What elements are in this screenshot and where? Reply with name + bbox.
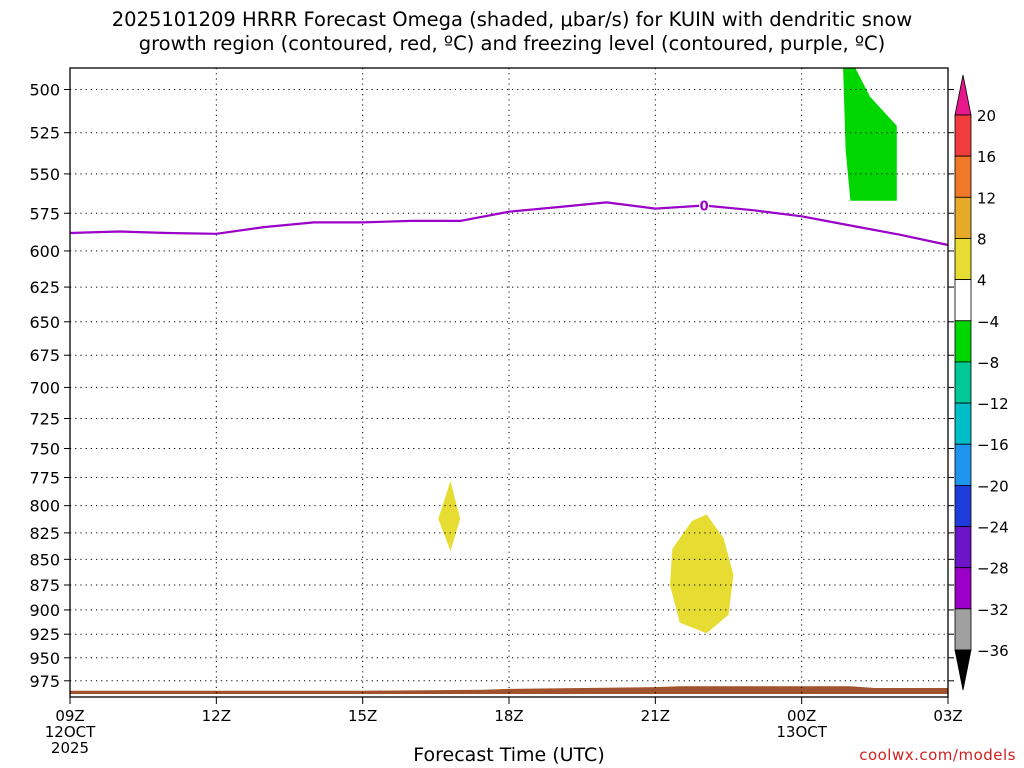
colorbar-label--8: −8: [977, 354, 999, 372]
colorbar-box-0: [954, 114, 972, 157]
colorbar-label--32: −32: [977, 601, 1009, 619]
colorbar-label--4: −4: [977, 313, 999, 331]
colorbar-box-5: [954, 320, 972, 363]
y-tick-label-775: 775: [29, 469, 60, 488]
colorbar-box-7: [954, 402, 972, 445]
freezing-label-bg: [699, 197, 710, 213]
colorbar-label-16: 16: [977, 148, 996, 166]
colorbar-top-tip: [954, 74, 972, 116]
colorbar-label--36: −36: [977, 642, 1009, 660]
y-tick-label-750: 750: [29, 440, 60, 459]
y-tick-label-900: 900: [29, 601, 60, 620]
shaded-region-yellow-2: [670, 514, 734, 634]
colorbar-box-3: [954, 238, 972, 281]
colorbar-box-9: [954, 484, 972, 527]
colorbar-box-11: [954, 567, 972, 610]
y-tick-label-800: 800: [29, 497, 60, 516]
x-tick-date-13OCT: 13OCT: [776, 723, 827, 741]
x-tick-label-09Z: 09Z: [55, 707, 84, 725]
x-tick-label-18Z: 18Z: [494, 707, 523, 725]
terrain-surface: [70, 686, 948, 694]
y-tick-label-850: 850: [29, 550, 60, 569]
colorbar-label--12: −12: [977, 395, 1009, 413]
shaded-region-green-0: [843, 68, 897, 201]
y-tick-label-550: 550: [29, 165, 60, 184]
colorbar-label-12: 12: [977, 189, 996, 207]
colorbar-label-4: 4: [977, 272, 987, 290]
x-tick-date-12OCT: 12OCT: [45, 723, 96, 741]
colorbar-label--16: −16: [977, 436, 1009, 454]
shaded-region-yellow-1: [438, 481, 461, 551]
y-tick-label-875: 875: [29, 576, 60, 595]
colorbar-label-8: 8: [977, 230, 987, 248]
colorbar: 20 16 12 8 4 −4 −8 −12 −16 −20 −24 −28 −32 −36: [954, 74, 1009, 691]
colorbar-box-12: [954, 608, 972, 651]
y-tick-label-625: 625: [29, 278, 60, 297]
plot-area: 0 500 525 550 575 600 625 650 675 700 725 750 775 800…: [29, 67, 963, 757]
y-tick-label-725: 725: [29, 409, 60, 428]
x-tick-label-00Z: 00Z: [787, 707, 816, 725]
freezing-level-line: [69, 201, 949, 247]
x-tick-label-03Z: 03Z: [933, 707, 962, 725]
y-tick-label-925: 925: [29, 625, 60, 644]
freezing-level-label: 0: [700, 200, 709, 215]
colorbar-box-10: [954, 526, 972, 569]
y-tick-label-950: 950: [29, 649, 60, 668]
y-tick-label-700: 700: [29, 378, 60, 397]
y-tick-label-575: 575: [29, 204, 60, 223]
chart-title-line-2: growth region (contoured, red, ºC) and f…: [138, 32, 886, 55]
colorbar-box-8: [954, 443, 972, 486]
colorbar-box-2: [954, 196, 972, 239]
credit-text: coolwx.com/models: [859, 746, 1016, 764]
colorbar-box-6: [954, 361, 972, 404]
y-tick-label-500: 500: [29, 81, 60, 100]
colorbar-label--20: −20: [977, 477, 1009, 495]
colorbar-box-1: [954, 155, 972, 198]
y-tick-label-525: 525: [29, 124, 60, 143]
y-tick-label-975: 975: [29, 672, 60, 691]
colorbar-bottom-tip: [954, 649, 972, 691]
y-tick-label-650: 650: [29, 313, 60, 332]
x-tick-label-12Z: 12Z: [202, 707, 231, 725]
chart-title-line-1: 2025101209 HRRR Forecast Omega (shaded, …: [111, 8, 913, 31]
y-tick-label-675: 675: [29, 346, 60, 365]
x-tick-year-2025: 2025: [51, 739, 89, 757]
y-tick-label-600: 600: [29, 242, 60, 261]
x-tick-label-15Z: 15Z: [348, 707, 377, 725]
colorbar-box-4: [954, 279, 972, 322]
y-tick-label-825: 825: [29, 524, 60, 543]
x-axis-title: Forecast Time (UTC): [413, 744, 605, 766]
x-tick-label-21Z: 21Z: [641, 707, 670, 725]
colorbar-label--24: −24: [977, 519, 1009, 537]
colorbar-label--28: −28: [977, 560, 1009, 578]
colorbar-label-20: 20: [977, 107, 996, 125]
